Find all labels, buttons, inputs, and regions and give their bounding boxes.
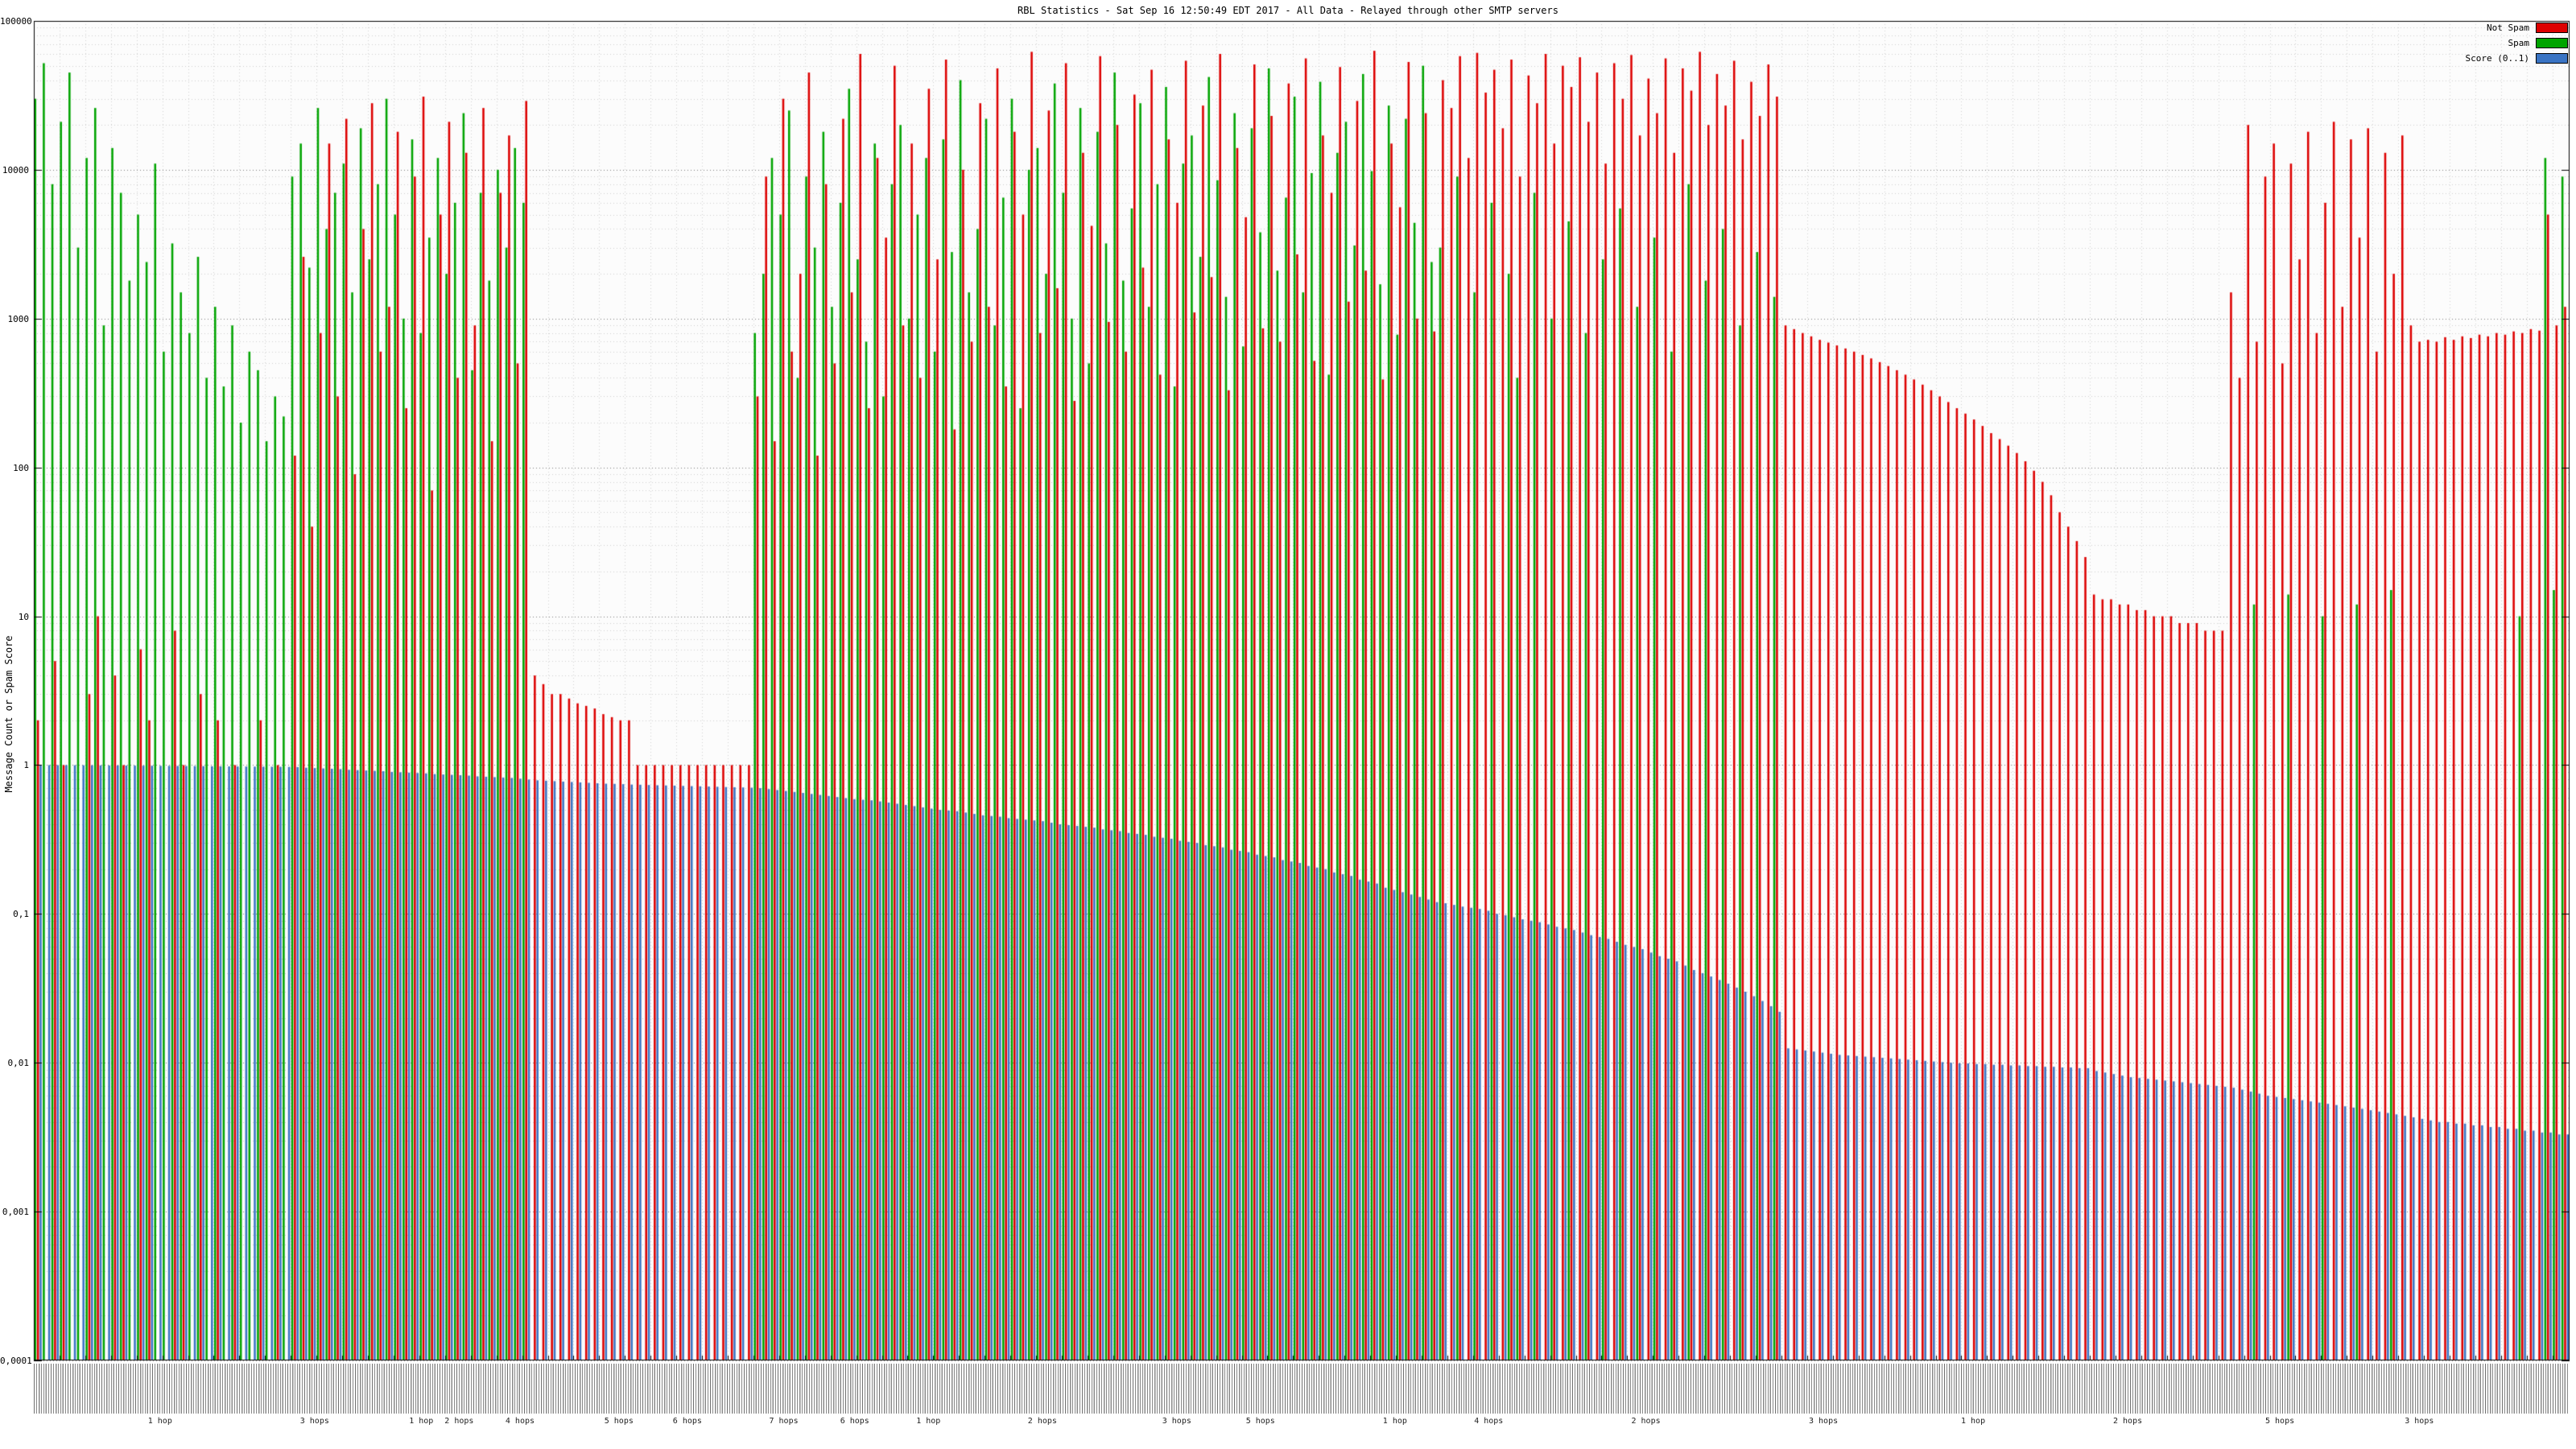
hop-marker-label: 7 hops <box>769 1417 799 1426</box>
y-tick-label: 1 <box>23 760 29 771</box>
y-tick-label: 0,1 <box>13 909 29 920</box>
hop-marker-label: 2 hops <box>2113 1417 2143 1426</box>
hop-marker-label: 5 hops <box>2265 1417 2295 1426</box>
hop-marker-label: 4 hops <box>1474 1417 1504 1426</box>
hop-marker-label: 6 hops <box>672 1417 702 1426</box>
hop-marker-label: 2 hops <box>1631 1417 1661 1426</box>
hop-marker-label: 3 hops <box>1162 1417 1191 1426</box>
legend-label: Score (0..1) <box>2465 53 2529 64</box>
chart-title: RBL Statistics - Sat Sep 16 12:50:49 EDT… <box>1018 5 1558 16</box>
hop-marker-label: 3 hops <box>2405 1417 2434 1426</box>
hop-marker-label: 1 hop <box>147 1417 172 1426</box>
hop-marker-label: 1 hop <box>1961 1417 1986 1426</box>
y-tick-label: 10 <box>18 611 29 622</box>
hop-marker-label: 2 hops <box>444 1417 474 1426</box>
y-tick-label: 0,001 <box>2 1207 29 1218</box>
hop-marker-label: 6 hops <box>840 1417 869 1426</box>
hop-marker-label: 1 hop <box>409 1417 434 1426</box>
hop-marker-label: 3 hops <box>299 1417 329 1426</box>
legend-label: Not Spam <box>2487 23 2529 33</box>
legend-swatch <box>2536 23 2568 33</box>
hop-marker-label: 3 hops <box>1809 1417 1839 1426</box>
legend-item: Not Spam <box>2487 23 2568 33</box>
hop-marker-label: 1 hop <box>1382 1417 1407 1426</box>
hop-marker-label: 5 hops <box>604 1417 634 1426</box>
hop-marker-label: 4 hops <box>505 1417 535 1426</box>
legend-swatch <box>2536 53 2568 64</box>
y-tick-label: 100 <box>13 462 29 473</box>
legend-item: Score (0..1) <box>2466 53 2568 64</box>
y-tick-label: 10000 <box>2 164 29 175</box>
y-tick-label: 0,01 <box>7 1058 30 1069</box>
x-axis-label-band <box>34 1364 2570 1414</box>
y-axis-label: Message Count or Spam Score <box>3 635 14 793</box>
legend: Not Spam Spam Score (0..1) <box>2464 21 2570 65</box>
y-tick-label: 1000 <box>7 313 30 324</box>
y-tick-label: 0,0001 <box>0 1356 32 1366</box>
legend-item: Spam <box>2508 38 2568 48</box>
legend-swatch <box>2536 38 2568 48</box>
y-tick-label: 100000 <box>0 16 32 27</box>
legend-label: Spam <box>2508 38 2530 48</box>
hop-marker-label: 5 hops <box>1245 1417 1275 1426</box>
hop-marker-label: 2 hops <box>1027 1417 1057 1426</box>
hop-marker-label: 1 hop <box>916 1417 941 1426</box>
